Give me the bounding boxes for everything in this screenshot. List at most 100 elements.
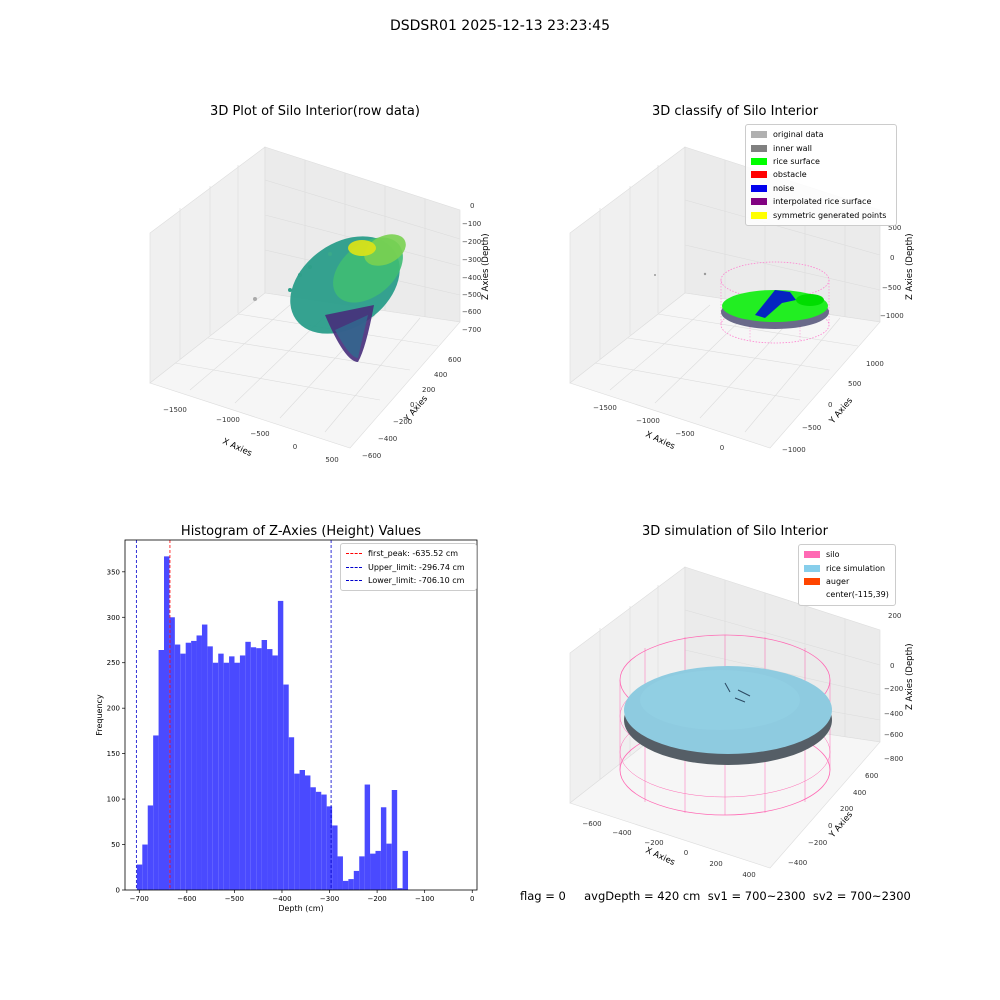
classify-3d-axes: −1500 −1000 −500 0 −1000 −500 0 500 1000… — [569, 146, 915, 454]
legend-entry: auger — [804, 575, 890, 588]
y-tick-label: 100 — [107, 796, 120, 804]
raw-y-tick: −400 — [378, 435, 397, 443]
histogram-bar — [229, 656, 235, 890]
axes-box — [149, 146, 461, 449]
histogram-bar — [212, 662, 219, 890]
legend-swatch — [751, 171, 767, 179]
cls-x-tick: −1500 — [593, 404, 617, 412]
histogram-bar — [337, 856, 343, 890]
histogram-bar — [174, 644, 181, 890]
histogram-bars — [136, 556, 409, 890]
legend-label: first_peak: -635.52 cm — [368, 549, 459, 559]
cls-z-tick: 0 — [890, 254, 894, 262]
x-tick-label: 0 — [470, 895, 474, 903]
raw-y-tick: 400 — [434, 371, 447, 379]
histogram-bar — [375, 850, 381, 890]
histogram-bar — [223, 662, 230, 890]
simulation-3d-axes: −600 −400 −200 0 200 400 −400 −200 0 200… — [569, 566, 915, 879]
x-ticks: −700 −600 −500 −400 −300 −200 −100 0 — [130, 890, 474, 903]
y-ticks: 0 50 100 150 200 250 300 350 — [107, 568, 125, 895]
legend-label: original data — [773, 130, 824, 140]
histogram-bar — [272, 655, 278, 890]
raw-z-tick: 0 — [470, 202, 474, 210]
legend-swatch — [804, 551, 820, 559]
sim-z-label: Z Axies (Depth) — [905, 643, 915, 710]
x-tick-label: −100 — [415, 895, 434, 903]
legend-entry: original data — [751, 128, 891, 141]
sim-y-tick: 600 — [865, 772, 878, 780]
histogram-bar — [201, 624, 208, 890]
histogram-bar — [180, 653, 186, 890]
histogram-marker-lines — [135, 540, 332, 890]
histogram-bar — [391, 790, 398, 890]
histogram-bar — [164, 556, 170, 890]
raw-3d-axes: −1500 −1000 −500 0 500 −600 −400 −200 0 … — [149, 146, 491, 464]
raw-point-cloud — [253, 234, 406, 362]
legend-entry: rice surface — [751, 155, 891, 168]
y-axis-label: Frequency — [95, 694, 104, 736]
histogram-bar — [153, 735, 159, 890]
sim-x-tick: 0 — [684, 849, 688, 857]
legend-swatch — [751, 198, 767, 206]
x-axis-label: Depth (cm) — [278, 904, 323, 913]
histogram-bar — [353, 870, 360, 890]
sim-x-tick: 200 — [709, 860, 722, 868]
histogram-bar — [299, 770, 305, 890]
sim-y-tick: 0 — [828, 822, 832, 830]
raw-y-tick: 0 — [410, 401, 414, 409]
legend-label: rice simulation — [826, 563, 886, 573]
legend-label: noise — [773, 183, 795, 193]
histogram-bar — [321, 794, 327, 890]
cls-z-tick: −500 — [882, 284, 901, 292]
raw-y-tick: 600 — [448, 356, 461, 364]
classify-legend: original data inner wall rice surface ob… — [745, 124, 897, 226]
histogram-bar — [332, 825, 338, 890]
y-tick-label: 350 — [107, 568, 120, 576]
figure-suptitle: DSDSR01 2025-12-13 23:23:45 — [389, 18, 610, 34]
raw-z-tick: −700 — [462, 326, 481, 334]
raw-z-tick: −200 — [462, 238, 481, 246]
sim-z-tick: −200 — [884, 685, 903, 693]
legend-swatch — [751, 157, 767, 165]
x-tick-label: −700 — [130, 895, 149, 903]
histogram-bar — [261, 640, 268, 890]
legend-label: Lower_limit: -706.10 cm — [368, 575, 465, 585]
legend-entry: inner wall — [751, 141, 891, 154]
histogram-bar — [191, 640, 197, 890]
cls-z-tick: −1000 — [880, 312, 904, 320]
classified-point-cloud — [654, 261, 830, 344]
simulation-legend: silo rice simulation auger center(-115,3… — [798, 544, 896, 606]
raw-y-label: Y Axies — [402, 394, 430, 425]
raw-z-label: Z Axies (Depth) — [481, 233, 491, 300]
histogram-bar — [185, 642, 192, 890]
legend-entry: first_peak: -635.52 cm — [346, 547, 471, 560]
histogram-bar — [218, 653, 224, 890]
y-tick-label: 250 — [107, 659, 120, 667]
legend-label: auger — [826, 576, 850, 586]
sim-y-tick: −400 — [788, 859, 807, 867]
raw-y-tick: −200 — [393, 418, 412, 426]
cls-x-tick: −500 — [675, 430, 694, 438]
y-tick-label: 150 — [107, 750, 120, 758]
legend-label: obstacle — [773, 170, 807, 180]
raw-x-tick: 0 — [293, 443, 297, 451]
histogram-bar — [310, 787, 316, 890]
histogram-bar — [267, 649, 273, 890]
sim-x-tick: −400 — [612, 829, 631, 837]
histogram-bar — [380, 807, 387, 890]
histogram-bar — [169, 617, 175, 890]
cls-x-label: X Axies — [644, 430, 677, 453]
y-tick-label: 300 — [107, 614, 120, 622]
histogram-bar — [359, 856, 365, 890]
sim-x-tick: −600 — [582, 820, 601, 828]
legend-line — [346, 566, 362, 568]
legend-entry: Upper_limit: -296.74 cm — [346, 560, 471, 573]
sim-x-tick: −200 — [644, 839, 663, 847]
histogram-bar — [158, 650, 165, 890]
histogram-bar — [304, 775, 311, 890]
cls-x-tick: 0 — [720, 444, 724, 452]
legend-label: Upper_limit: -296.74 cm — [368, 562, 465, 572]
legend-label: interpolated rice surface — [773, 197, 872, 207]
panel-histogram: Histogram of Z-Axies (Height) Values −70… — [80, 520, 500, 920]
raw-z-tick: −500 — [462, 291, 481, 299]
